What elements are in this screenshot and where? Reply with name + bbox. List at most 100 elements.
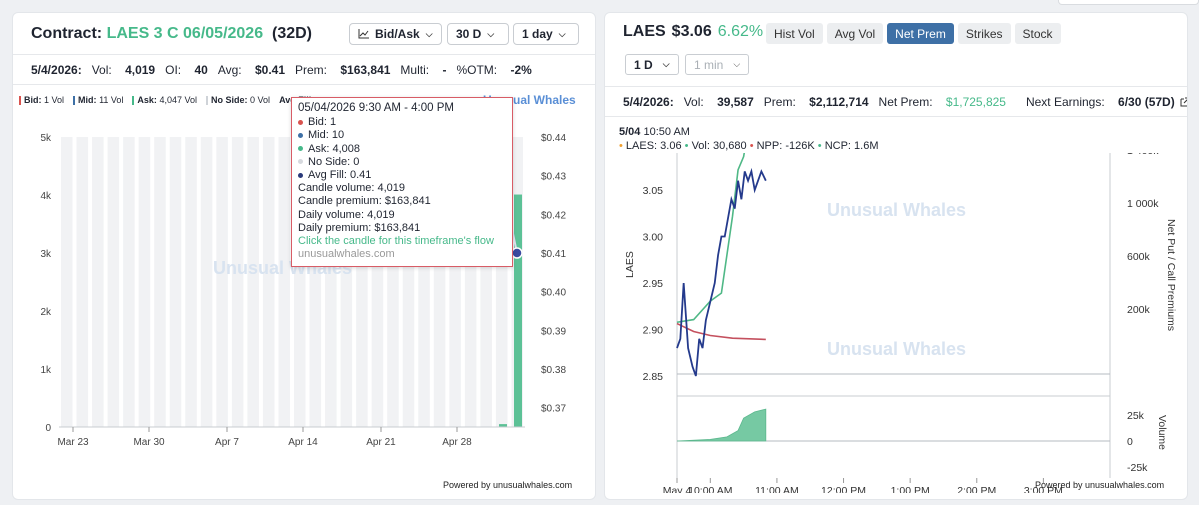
tooltip-site: unusualwhales.com xyxy=(298,248,395,261)
contract-header: Contract: LAES 3 C 06/05/2026 (32D) Bid/… xyxy=(13,13,595,55)
bar-background xyxy=(402,137,415,427)
x-tick-label: Apr 21 xyxy=(366,437,396,448)
stat-date: 5/4/2026: xyxy=(623,94,674,109)
x-tick-label: 10:00 AM xyxy=(688,485,732,493)
y-tick-price: $0.40 xyxy=(541,288,566,299)
legend-bid[interactable]: Bid: 1 Vol xyxy=(19,95,64,106)
y-axis-label-volume: Volume xyxy=(1156,415,1168,450)
bar-background xyxy=(76,137,89,427)
candle-tooltip: 05/04/2026 9:30 AM - 4:00 PM Bid: 1 Mid:… xyxy=(291,97,513,267)
hover-npp: NPP: -126K xyxy=(756,140,815,152)
top-right-stub xyxy=(1058,0,1199,5)
hover-date: 5/04 xyxy=(619,126,641,138)
y-tick-price: $0.38 xyxy=(541,365,566,376)
legend-noside[interactable]: No Side: 0 Vol xyxy=(206,95,270,106)
y-tick-premium: 1 400k xyxy=(1127,153,1159,157)
bar-background xyxy=(294,137,306,427)
tooltip-ask: Ask: 4,008 xyxy=(298,143,506,156)
ticker-change: 6.62% xyxy=(717,23,764,40)
bar-background xyxy=(92,137,104,427)
bar-background xyxy=(231,137,244,427)
bar-background xyxy=(464,137,477,427)
npp-line xyxy=(676,322,766,341)
bar-background xyxy=(340,137,353,427)
contract-title: Contract: LAES 3 C 06/05/2026 (32D) xyxy=(31,25,312,43)
x-tick-label: 12:00 PM xyxy=(821,485,866,493)
chevron-down-icon: ⌵ xyxy=(558,28,566,39)
interval-dropdown[interactable]: 1 day ⌵ xyxy=(513,23,579,45)
tab-net-prem[interactable]: Net Prem xyxy=(887,23,954,44)
stat-oi: OI: 40 xyxy=(165,62,208,77)
tooltip-daily-premium: Daily premium: $163,841 xyxy=(298,221,421,234)
bar-background xyxy=(169,137,182,427)
y-axis-label-price: LAES xyxy=(624,251,636,278)
mode-dropdown[interactable]: Bid/Ask ⌵ xyxy=(349,23,442,45)
y-tick-premium: 1 000k xyxy=(1127,198,1159,210)
stat-net-prem: Net Prem: $1,725,825 xyxy=(878,94,1006,109)
contract-stats: 5/4/2026: Vol: 4,019 OI: 40 Avg: $0.41 P… xyxy=(13,55,595,85)
powered-by[interactable]: Powered by unusualwhales.com xyxy=(1035,480,1165,490)
y-tick-price: 2.90 xyxy=(643,325,664,337)
volume-area xyxy=(676,408,767,442)
mode-label: Bid/Ask xyxy=(375,27,420,41)
chart-legend: Bid: 1 Vol Mid: 11 Vol Ask: 4,047 Vol No… xyxy=(19,95,314,106)
tooltip-flow-link[interactable]: Click the candle for this timeframe's fl… xyxy=(298,235,494,248)
volume-chart[interactable]: Unusual Whales 5k4k3k2k1k0$0.44$0.43$0.4… xyxy=(13,111,596,461)
bar-background xyxy=(262,137,275,427)
hover-ncp: NCP: 1.6M xyxy=(824,140,879,152)
external-link-icon[interactable] xyxy=(1180,97,1188,107)
tooltip-header: 05/04/2026 9:30 AM - 4:00 PM xyxy=(298,102,454,114)
legend-mid[interactable]: Mid: 11 Vol xyxy=(73,95,123,106)
y-tick-volume: -25k xyxy=(1127,462,1148,474)
bar-background xyxy=(154,137,166,427)
bar-background xyxy=(247,137,259,427)
y-tick-price: $0.39 xyxy=(541,326,566,337)
price-line xyxy=(676,167,767,377)
stat-vol: Vol: 39,587 xyxy=(683,94,754,109)
net-premium-panel: LAES $3.06 6.62% Hist Vol Avg Vol Net Pr… xyxy=(604,12,1188,500)
bar-background xyxy=(61,137,73,427)
tab-strikes[interactable]: Strikes xyxy=(957,23,1011,44)
bar-background xyxy=(309,137,322,427)
ncp-line xyxy=(676,153,746,324)
contract-name[interactable]: LAES 3 C 06/05/2026 xyxy=(106,24,264,42)
tooltip-daily-volume: Daily volume: 4,019 xyxy=(298,208,395,221)
y-tick-price: 2.95 xyxy=(643,278,664,290)
ticker-price: $3.06 xyxy=(671,23,712,40)
contract-dte: (32D) xyxy=(272,24,313,42)
y-tick-price: 3.00 xyxy=(643,232,664,244)
bar-background xyxy=(495,137,508,427)
legend-ask[interactable]: Ask: 4,047 Vol xyxy=(132,95,197,106)
y-axis-label-premium: Net Put / Call Premiums xyxy=(1165,219,1177,331)
y-tick-price: 3.05 xyxy=(643,185,664,197)
bar-background xyxy=(418,137,430,427)
hover-readout: 5/04 10:50 AM • LAES: 3.06 • Vol: 30,680… xyxy=(619,126,879,152)
tab-avg-vol[interactable]: Avg Vol xyxy=(826,23,884,44)
range-dropdown[interactable]: 30 D ⌵ xyxy=(447,23,509,45)
tooltip-noside: No Side: 0 xyxy=(298,156,506,169)
tab-stock[interactable]: Stock xyxy=(1014,23,1061,44)
interval-select[interactable]: 1 min ⌵ xyxy=(685,54,750,75)
powered-by[interactable]: Powered by unusualwhales.com xyxy=(443,480,573,490)
bar-background xyxy=(433,137,446,427)
tooltip-bid: Bid: 1 xyxy=(298,116,506,129)
y-tick-volume: 2k xyxy=(40,307,52,318)
y-tick-price: 2.85 xyxy=(643,371,664,383)
net-premium-chart[interactable]: 3.05 3.00 2.95 2.90 2.85 LAES 1 400k 1 000k 600k… xyxy=(605,153,1188,493)
bar-background xyxy=(449,137,461,427)
chevron-down-icon: ⌵ xyxy=(425,28,433,39)
x-tick-label: Apr 7 xyxy=(215,437,239,448)
y-tick-volume: 5k xyxy=(40,133,52,144)
stat-avg: Avg: $0.41 xyxy=(217,62,285,77)
divider xyxy=(605,86,1187,87)
tab-hist-vol[interactable]: Hist Vol xyxy=(766,23,823,44)
chart-watermark-lower: Unusual Whales xyxy=(827,339,966,359)
y-tick-volume: 1k xyxy=(40,365,52,376)
stat-prem: Prem: $2,112,714 xyxy=(763,94,869,109)
range-select[interactable]: 1 D ⌵ xyxy=(625,54,679,75)
stat-multi: Multi: - xyxy=(400,62,447,77)
y-tick-price: $0.41 xyxy=(541,249,566,260)
contract-prefix: Contract: xyxy=(31,24,103,42)
y-tick-volume: 25k xyxy=(1127,410,1145,422)
bar-background xyxy=(138,137,151,427)
